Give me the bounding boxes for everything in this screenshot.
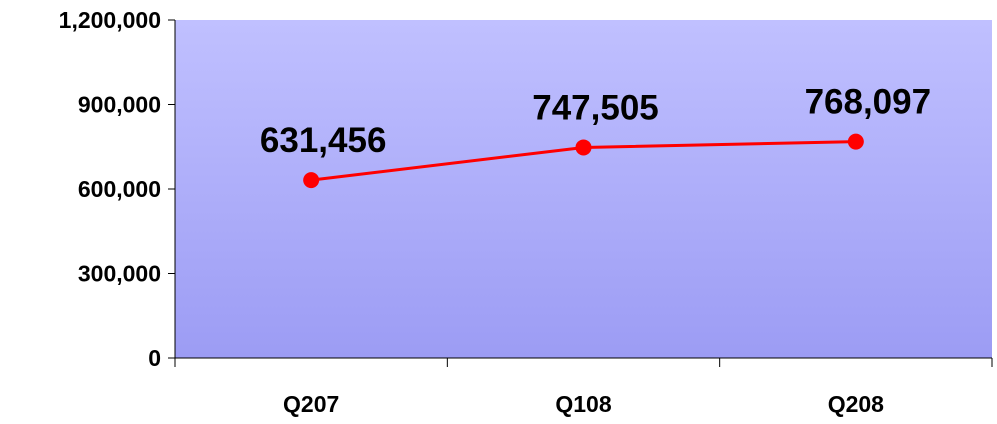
y-tick-label: 1,200,000 [59, 7, 161, 33]
data-label: 631,456 [260, 121, 387, 160]
y-tick-label: 300,000 [78, 261, 161, 287]
data-point [847, 133, 864, 150]
y-tick-label: 900,000 [78, 92, 161, 118]
data-label: 747,505 [532, 88, 659, 127]
x-tick-label: Q207 [283, 391, 339, 417]
y-tick-label: 600,000 [78, 176, 161, 202]
x-tick-label: Q108 [555, 391, 611, 417]
x-tick-label: Q208 [828, 391, 884, 417]
y-tick-label: 0 [148, 345, 161, 371]
data-point [303, 172, 320, 189]
plot-area [175, 20, 992, 358]
data-point [575, 139, 592, 156]
data-label: 768,097 [805, 83, 932, 122]
